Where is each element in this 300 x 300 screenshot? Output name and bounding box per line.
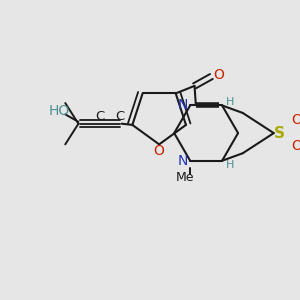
Text: N: N	[178, 154, 188, 168]
Text: O: O	[291, 113, 300, 127]
Text: HO: HO	[48, 104, 70, 118]
Text: N: N	[178, 98, 188, 112]
Text: O: O	[154, 144, 165, 158]
Text: C: C	[115, 110, 124, 123]
Text: O: O	[291, 139, 300, 153]
Text: S: S	[274, 126, 285, 141]
Text: C: C	[95, 110, 105, 123]
Text: H: H	[225, 160, 234, 170]
Text: Me: Me	[176, 171, 195, 184]
Text: H: H	[225, 97, 234, 107]
Text: O: O	[214, 68, 224, 82]
